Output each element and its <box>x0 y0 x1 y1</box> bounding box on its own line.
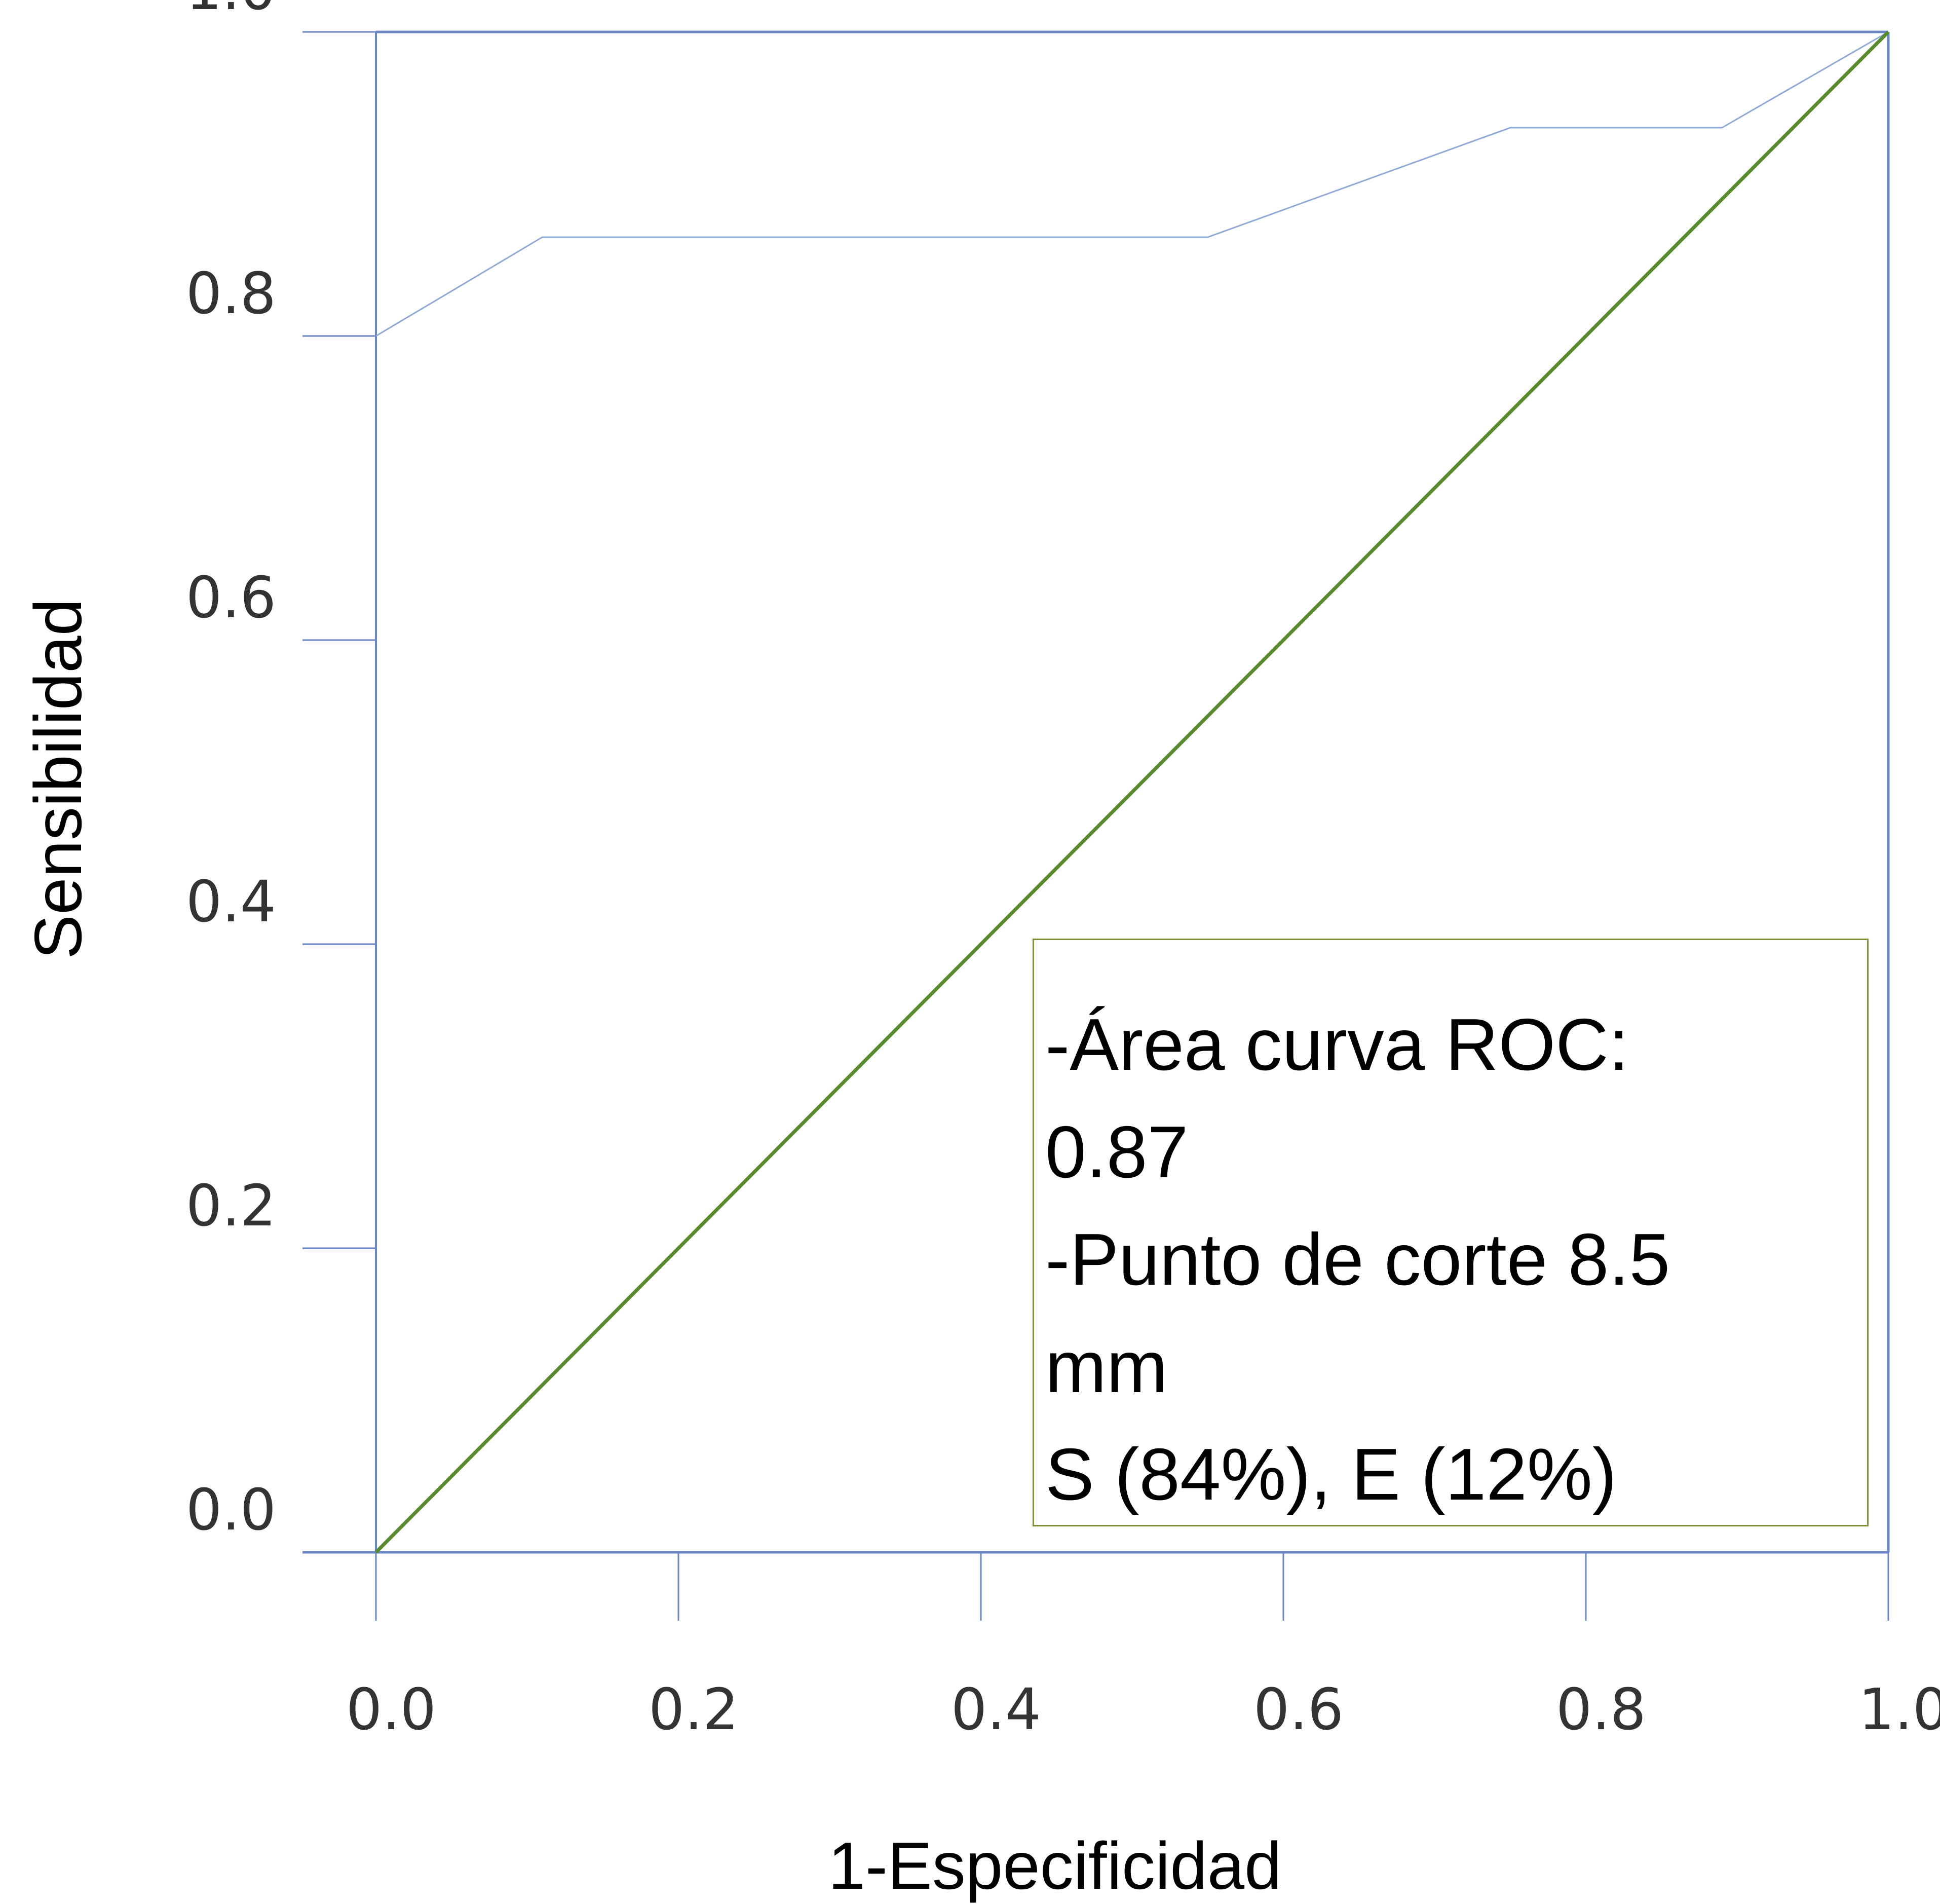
reference-diagonal-line <box>374 30 1890 1554</box>
axis-ticks <box>302 31 1889 1621</box>
y-axis-title: Sensibilidad <box>21 599 95 959</box>
roc-annotation-box: -Área curva ROC: 0.87 -Punto de corte 8.… <box>1033 939 1869 1526</box>
roc-curve-line <box>375 31 1889 337</box>
plot-frame <box>302 30 1890 1554</box>
x-tick-label: 1.0 <box>1858 1677 1940 1743</box>
annotation-line-area: -Área curva ROC: <box>1045 1003 1629 1086</box>
y-tick-label: 0.0 <box>186 1477 276 1543</box>
y-tick-label: 0.2 <box>186 1173 276 1239</box>
x-tick-label: 0.4 <box>951 1677 1041 1743</box>
x-axis-title: 1-Especificidad <box>828 1828 1281 1903</box>
y-tick-label: 0.4 <box>186 869 276 935</box>
x-tick-label: 0.0 <box>346 1677 436 1743</box>
x-tick-label: 0.6 <box>1253 1677 1344 1743</box>
x-tick-label: 0.2 <box>649 1677 739 1743</box>
y-tick-label: 0.8 <box>186 261 276 327</box>
annotation-line-cutoff: -Punto de corte 8.5 <box>1045 1218 1670 1300</box>
x-tick-label: 0.8 <box>1556 1677 1646 1743</box>
annotation-line-unit: mm <box>1045 1326 1168 1408</box>
annotation-line-sens-spec: S (84%), E (12%) <box>1045 1433 1617 1515</box>
series-lines <box>374 30 1890 1554</box>
tick-labels: 0.0 0.2 0.4 0.6 0.8 1.0 0.0 0.2 0.4 0.6 0.8 1.0 <box>186 0 1940 1743</box>
y-tick-label: 1.0 <box>186 0 276 23</box>
y-tick-label: 0.6 <box>186 565 276 631</box>
annotation-line-area-value: 0.87 <box>1045 1111 1189 1193</box>
